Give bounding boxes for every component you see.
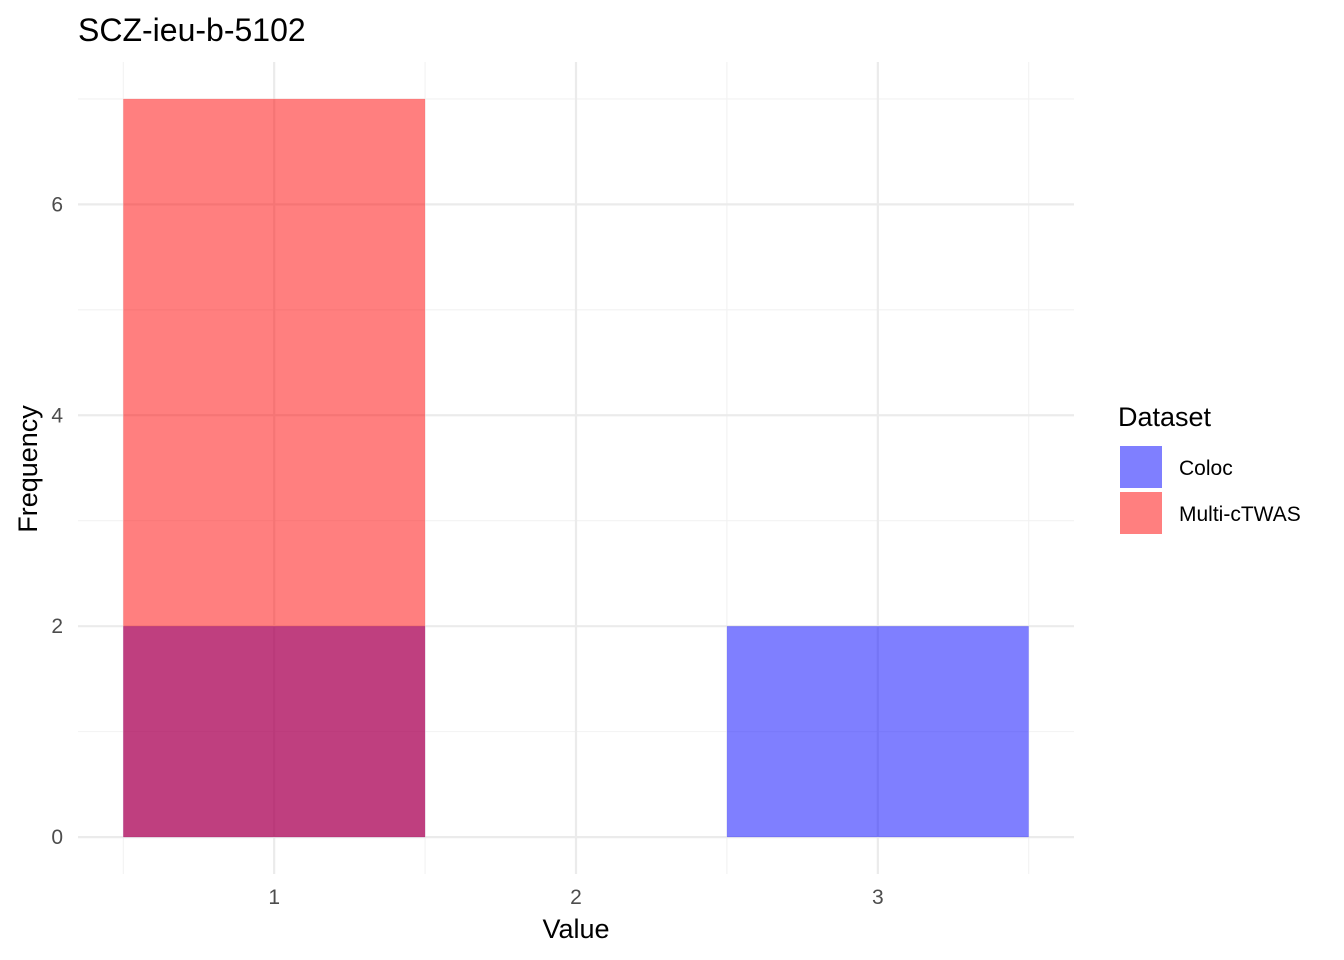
legend-swatch-coloc [1120,446,1162,488]
bar-coloc-3 [726,626,1029,838]
legend-swatch-multi-ctwas [1120,492,1162,534]
y-axis-title: Frequency [13,405,43,533]
y-axis-ticks: 0 2 4 6 [51,193,63,849]
y-tick-label: 4 [51,404,63,427]
chart-title: SCZ-ieu-b-5102 [78,12,306,48]
y-tick-label: 2 [51,615,63,638]
x-axis-title: Value [542,914,609,944]
legend: Dataset Coloc Multi-cTWAS [1118,402,1301,534]
x-tick-label: 3 [872,886,884,909]
legend-label-multi-ctwas: Multi-cTWAS [1179,503,1301,526]
y-tick-label: 6 [51,193,63,216]
x-axis-ticks: 1 2 3 [268,886,883,909]
legend-title: Dataset [1118,402,1212,432]
x-tick-label: 2 [570,886,582,909]
x-tick-label: 1 [268,886,280,909]
y-tick-label: 0 [51,826,63,849]
bars [123,98,1029,838]
bar-multi-ctwas-1 [123,98,426,838]
legend-label-coloc: Coloc [1179,457,1233,480]
